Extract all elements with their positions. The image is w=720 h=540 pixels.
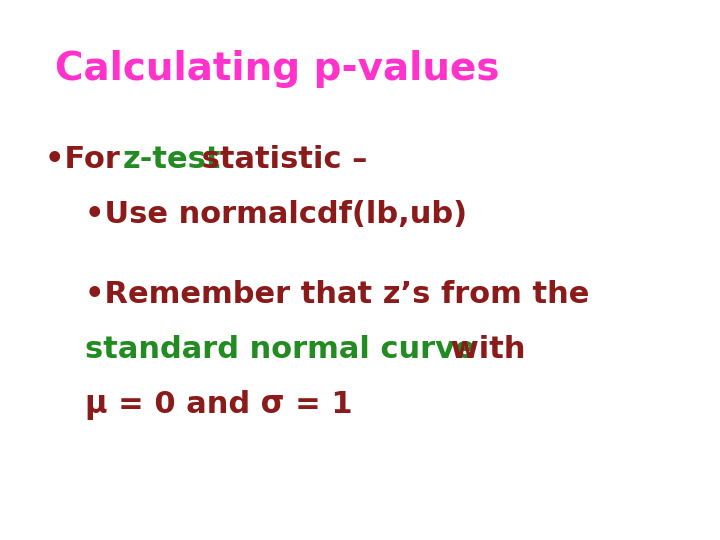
Text: statistic –: statistic – (191, 145, 367, 174)
Text: μ = 0 and σ = 1: μ = 0 and σ = 1 (85, 390, 353, 420)
Text: with: with (440, 335, 526, 364)
Text: •Remember that z’s from the: •Remember that z’s from the (85, 280, 590, 309)
Text: z-test: z-test (123, 145, 222, 174)
Text: •Use normalcdf(lb,ub): •Use normalcdf(lb,ub) (85, 200, 467, 229)
Text: •For: •For (45, 145, 130, 174)
Text: standard normal curve: standard normal curve (85, 335, 476, 364)
Text: Calculating p-values: Calculating p-values (55, 50, 500, 88)
